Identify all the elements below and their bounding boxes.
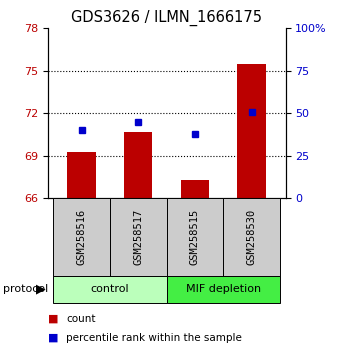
Bar [181,180,209,198]
Text: MIF depletion: MIF depletion [186,284,261,295]
Bar [53,276,167,303]
Text: GSM258530: GSM258530 [246,209,257,265]
Bar [53,198,110,276]
Bar [223,198,280,276]
Bar [237,64,266,198]
Text: GSM258515: GSM258515 [190,209,200,265]
Text: GSM258516: GSM258516 [76,209,87,265]
Text: count: count [66,314,96,324]
Text: percentile rank within the sample: percentile rank within the sample [66,333,242,343]
Bar [67,152,96,198]
Text: protocol: protocol [3,284,49,295]
Bar [167,198,223,276]
Text: ▶: ▶ [36,283,45,296]
Bar [167,276,280,303]
Text: GSM258517: GSM258517 [133,209,143,265]
Bar [110,198,167,276]
Title: GDS3626 / ILMN_1666175: GDS3626 / ILMN_1666175 [71,9,262,25]
Text: control: control [91,284,129,295]
Text: ■: ■ [48,333,58,343]
Text: ■: ■ [48,314,58,324]
Bar [124,132,152,198]
